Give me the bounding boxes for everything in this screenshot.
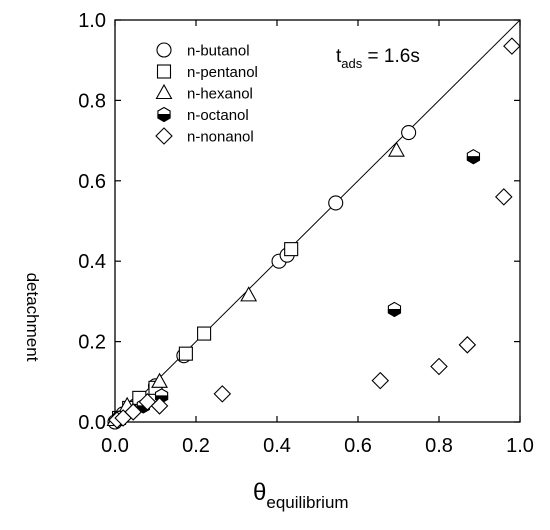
data-point: [328, 195, 344, 211]
legend-marker: [155, 83, 173, 100]
x-axis-title: θequilibrium: [253, 479, 349, 512]
data-point: [150, 397, 169, 415]
data-point: [197, 326, 212, 341]
annotation-value: = 1.6s: [362, 46, 420, 67]
tick-labels: 0.0 0.2 0.4 0.6 0.8 1.0 0.0 0.2 0.4 0.6 0.8 1.0: [78, 10, 534, 457]
x-tick-label: 0.4: [263, 435, 291, 457]
data-point: [124, 403, 143, 421]
annotation-main: t: [336, 46, 342, 67]
data-point: [495, 188, 513, 206]
x-axis-subscript: equilibrium: [266, 493, 348, 512]
legend-marker: [156, 42, 172, 58]
y-tick-label: 0.0: [78, 412, 106, 434]
plot-frame: [114, 19, 521, 423]
x-tick-label: 0.0: [101, 435, 129, 457]
data-point: [213, 385, 232, 403]
x-tick-label: 0.8: [425, 435, 453, 457]
data-point: [240, 286, 258, 302]
data-point: [401, 125, 417, 141]
series-n-octanol: [112, 149, 481, 426]
legend-label: n-octanol: [187, 107, 249, 124]
legend-label: n-pentanol: [187, 64, 258, 81]
data-point: [430, 357, 448, 376]
legend-label: n-butanol: [187, 43, 250, 60]
y-axis-title: detachment: [23, 273, 42, 362]
data-point: [466, 149, 481, 165]
legend-label: n-hexanol: [187, 86, 253, 103]
series-n-pentanol: [112, 242, 299, 426]
y-tick-label: 0.4: [78, 251, 106, 273]
x-tick-label: 0.2: [182, 435, 210, 457]
y-tick-label: 1.0: [78, 10, 106, 32]
data-point: [503, 37, 521, 55]
y-tick-label: 0.2: [78, 332, 106, 354]
data-point: [458, 336, 477, 354]
annotation-t-ads: tads = 1.6s: [336, 46, 420, 71]
data-point: [151, 372, 168, 388]
data-points: [106, 37, 521, 430]
legend-label: n-nonanol: [187, 129, 254, 146]
data-point: [284, 242, 299, 257]
y-tick-label: 0.6: [78, 171, 106, 193]
x-tick-label: 1.0: [506, 435, 534, 457]
x-tick-label: 0.6: [344, 435, 372, 457]
legend-marker: [156, 64, 172, 79]
data-point: [387, 301, 402, 318]
series-n-nonanol: [108, 37, 521, 429]
legend-marker: [157, 106, 171, 123]
legend-marker: [155, 127, 173, 145]
y-tick-label: 0.8: [78, 90, 106, 112]
x-axis-symbol: θ: [253, 479, 266, 506]
data-point: [371, 371, 390, 390]
reference-line-y-equals-x: [114, 19, 521, 423]
legend: n-butanol n-pentanol n-hexanol n-octanol n-n…: [155, 42, 258, 146]
data-point: [178, 346, 193, 361]
data-point: [388, 141, 405, 157]
annotation-subscript: ads: [341, 56, 362, 71]
